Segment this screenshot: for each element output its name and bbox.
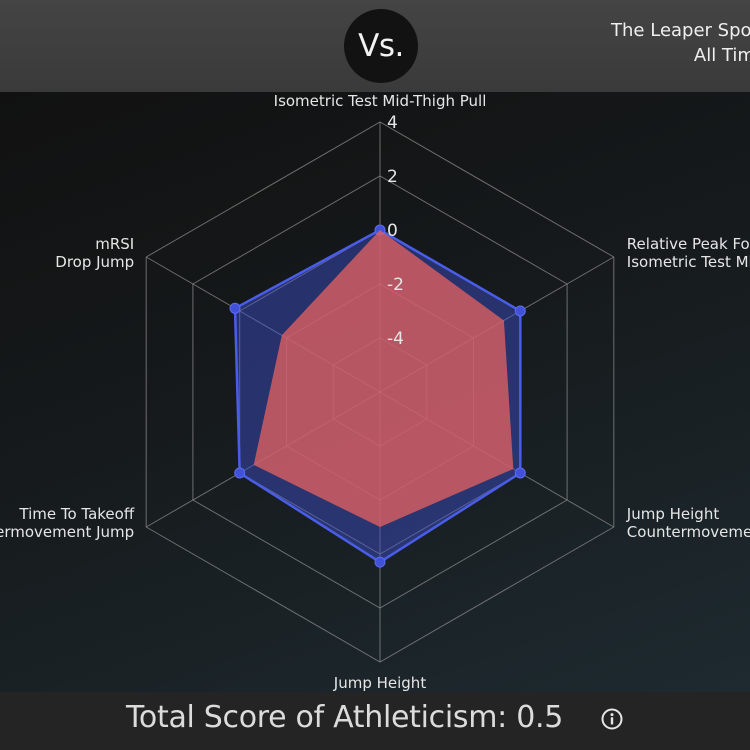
axis-label-3-line-0: Jump Height: [333, 674, 427, 692]
axis-label-5-line-0: mRSI: [95, 235, 134, 253]
team-info: The Leaper Sport All Time: [611, 18, 750, 68]
vs-button[interactable]: Vs.: [344, 9, 418, 83]
axis-label-2-line-0: Jump Height: [626, 505, 720, 523]
axis-label-0-line-1: Isometric Test Mid-Thigh Pull: [274, 92, 487, 110]
tick-label-1: 2: [387, 167, 398, 187]
tick-label-0: 4: [387, 113, 398, 133]
total-score: Total Score of Athleticism: 0.5: [126, 700, 564, 735]
tick-label-4: -4: [387, 329, 404, 349]
radar-chart-panel: 4 2 0 -2 -4 Peak ForceIsometric Test Mid-Thig…: [0, 92, 750, 692]
axis-label-2: Jump HeightCountermovement Jump: [626, 505, 750, 541]
info-icon[interactable]: [601, 708, 623, 730]
axis-label-1: Relative Peak Force (BW)Isometric Test M…: [627, 235, 750, 271]
axis-label-2-line-1: Countermovement Jump: [627, 523, 750, 541]
top-bar: Vs. The Leaper Sport All Time: [0, 0, 750, 92]
axis-label-5: mRSI Drop Jump: [55, 235, 134, 271]
axis-label-4-line-0: Time To Takeoff: [18, 505, 134, 523]
series-0-point-4: [234, 467, 246, 479]
series-0-point-3: [374, 556, 386, 568]
axis-label-1-line-0: Relative Peak Force (BW): [627, 235, 750, 253]
axis-label-4: Time To TakeoffCountermovement Jump: [0, 505, 135, 541]
time-range[interactable]: All Time: [693, 45, 750, 66]
series-0-point-2: [514, 467, 526, 479]
team-name: The Leaper Sport: [611, 20, 750, 41]
series-1-area: [253, 230, 514, 527]
axis-label-3: Jump HeightCountermovement Jump: [288, 674, 472, 692]
series-0-point-1: [514, 305, 526, 317]
radar-chart: 4 2 0 -2 -4 Peak ForceIsometric Test Mid-Thig…: [0, 92, 750, 692]
vs-label: Vs.: [358, 28, 404, 64]
axis-label-5-line-1: Drop Jump: [55, 253, 134, 271]
tick-label-2: 0: [387, 221, 398, 241]
tick-label-3: -2: [387, 275, 404, 295]
axis-label-4-line-1: Countermovement Jump: [0, 523, 134, 541]
series-0-point-5: [229, 302, 241, 314]
footer: Total Score of Athleticism: 0.5: [0, 692, 750, 750]
axis-label-1-line-1: Isometric Test Mid-Thigh Pull: [627, 253, 750, 271]
axis-label-0: Peak ForceIsometric Test Mid-Thigh Pull: [274, 92, 487, 110]
